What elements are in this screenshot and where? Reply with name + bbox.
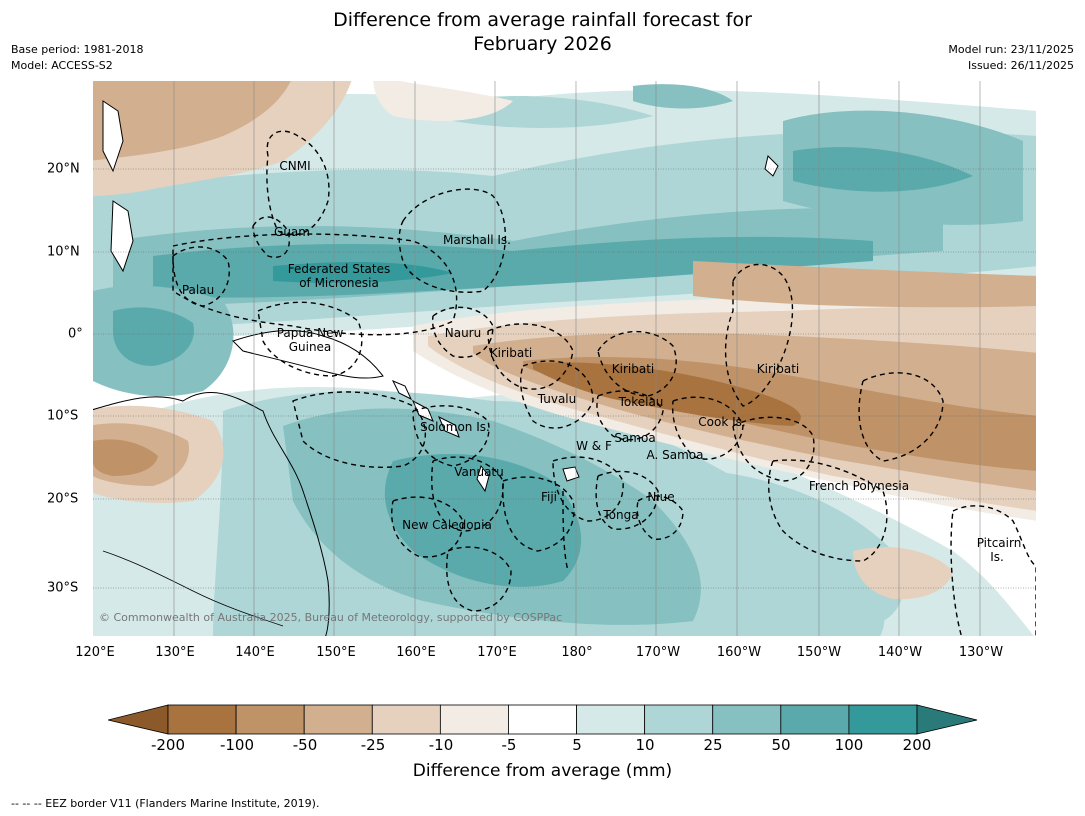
meridians: [173, 81, 981, 636]
colorbar-tick: 10: [635, 736, 655, 754]
label-palau: Palau: [182, 283, 214, 297]
eez-borders: [172, 130, 1036, 636]
label-cnmi: CNMI: [279, 159, 310, 173]
label-guam: Guam: [274, 225, 310, 239]
colorbar: [108, 704, 978, 735]
label-american-samoa: A. Samoa: [647, 448, 704, 462]
colorbar-tick: -200: [150, 736, 186, 754]
colorbar-bin: [439, 704, 509, 735]
colorbar-bin: [235, 704, 305, 735]
label-french-polynesia: French Polynesia: [809, 479, 909, 493]
label-marshall-is: Marshall Is.: [443, 233, 511, 247]
colorbar-bin: [167, 704, 237, 735]
lon-label: 160°E: [396, 645, 436, 660]
colorbar-tick: -50: [292, 736, 318, 754]
model-name: Model: ACCESS-S2: [11, 59, 113, 72]
colorbar-tick: 50: [771, 736, 791, 754]
lon-label: 160°W: [716, 645, 762, 660]
region-labels: CNMI Guam Marshall Is. Federated States …: [182, 159, 1021, 564]
colorbar-bin: [644, 704, 714, 735]
label-png-line2: Guinea: [289, 340, 332, 354]
label-png-line1: Papua New: [277, 326, 344, 340]
colorbar-tick: -10: [428, 736, 454, 754]
label-pitcairn-line2: Is.: [990, 550, 1004, 564]
graticule: [93, 168, 1036, 589]
colorbar-bin: [371, 704, 441, 735]
lon-label: 180°: [561, 645, 593, 660]
colorbar-bin: [712, 704, 782, 735]
label-new-caledonia: New Caledonia: [402, 518, 492, 532]
lon-label: 150°E: [316, 645, 356, 660]
colorbar-bin: [780, 704, 850, 735]
colorbar-over-triangle: [916, 704, 978, 735]
label-cook-is: Cook Is.: [698, 415, 745, 429]
issued-date: Issued: 26/11/2025: [967, 59, 1074, 72]
colorbar-bin: [508, 704, 577, 735]
lon-label: 170°E: [477, 645, 517, 660]
label-solomon-is: Solomon Is.: [420, 420, 490, 434]
meta-left: Base period: 1981-2018 Model: ACCESS-S2: [11, 42, 143, 74]
colorbar-tick: -5: [501, 736, 517, 754]
colorbar-bin: [576, 704, 646, 735]
colorbar-tick: 25: [703, 736, 723, 754]
lat-label: 10°N: [47, 244, 80, 260]
label-fiji: Fiji: [541, 490, 557, 504]
map-title: Difference from average rainfall forecas…: [0, 8, 1085, 56]
lon-label: 120°E: [75, 645, 115, 660]
copyright-notice: © Commonwealth of Australia 2025, Bureau…: [99, 611, 562, 624]
label-samoa: Samoa: [614, 431, 655, 445]
colorbar-tick: 200: [902, 736, 932, 754]
lat-label: 30°S: [47, 580, 79, 596]
colorbar-tick: -25: [360, 736, 386, 754]
lat-label: 0°: [68, 326, 83, 342]
label-niue: Niue: [647, 490, 674, 504]
label-tuvalu: Tuvalu: [537, 392, 577, 406]
rainfall-anomaly-map: CNMI Guam Marshall Is. Federated States …: [93, 81, 1036, 636]
label-vanuatu: Vanuatu: [454, 465, 504, 479]
lon-label: 130°E: [155, 645, 195, 660]
label-fsm-line2: of Micronesia: [299, 276, 379, 290]
colorbar-tick: 100: [834, 736, 864, 754]
model-run: Model run: 23/11/2025: [948, 43, 1074, 56]
base-period: Base period: 1981-2018: [11, 43, 144, 56]
label-fsm-line1: Federated States: [288, 262, 390, 276]
lon-label: 170°W: [635, 645, 681, 660]
title-line-2: February 2026: [473, 33, 612, 55]
colorbar-under-triangle: [108, 704, 169, 735]
lon-label: 150°W: [796, 645, 842, 660]
lon-label: 140°W: [877, 645, 923, 660]
colorbar-title: Difference from average (mm): [412, 761, 673, 781]
label-wallis-futuna: W & F: [576, 439, 612, 453]
landmasses: [93, 100, 779, 636]
label-tonga: Tonga: [602, 508, 638, 522]
lat-label: 20°N: [47, 161, 80, 177]
label-kiribati-east: Kiribati: [757, 362, 799, 376]
label-nauru: Nauru: [445, 326, 481, 340]
dry-anomaly-fields: [93, 81, 1036, 600]
colorbar-bins: [167, 704, 918, 735]
colorbar-bin: [303, 704, 373, 735]
label-kiribati-west: Kiribati: [490, 346, 532, 360]
label-kiribati-central: Kiribati: [612, 362, 654, 376]
lat-label: 10°S: [47, 408, 79, 424]
colorbar-tick: -100: [219, 736, 255, 754]
lon-label: 140°E: [235, 645, 275, 660]
title-line-1: Difference from average rainfall forecas…: [333, 9, 752, 31]
label-pitcairn-line1: Pitcairn: [977, 536, 1022, 550]
colorbar-tick: 5: [572, 736, 582, 754]
meta-right: Model run: 23/11/2025 Issued: 26/11/2025: [948, 42, 1074, 74]
label-tokelau: Tokelau: [618, 395, 664, 409]
eez-legend-footer: -- -- -- EEZ border V11 (Flanders Marine…: [11, 797, 320, 810]
lon-label: 130°W: [958, 645, 1004, 660]
colorbar-bin: [848, 704, 918, 735]
lat-label: 20°S: [47, 491, 79, 507]
